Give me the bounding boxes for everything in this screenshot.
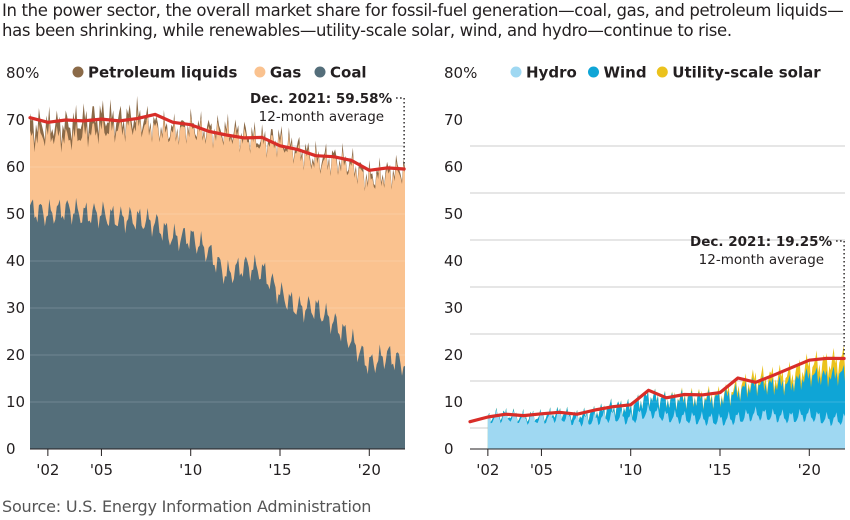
y-tick-label: 0 <box>444 440 454 458</box>
average-line <box>468 356 846 424</box>
area-coal <box>30 197 405 449</box>
y-tick-label: 30 <box>6 299 25 317</box>
y-tick-label: 40 <box>444 252 463 270</box>
title-line-1: In the power sector, the overall market … <box>2 1 844 20</box>
y-tick-label: 40 <box>6 252 25 270</box>
y-tick-label: 80% <box>444 64 477 82</box>
x-tick-label: '15 <box>268 461 291 479</box>
x-tick-label: '20 <box>798 461 821 479</box>
title-line-2: has been shrinking, while renewables—uti… <box>2 21 732 40</box>
annotation-value: Dec. 2021: 59.58% <box>250 91 393 107</box>
chart-panel-1: 80% 70 60 50 40 30 20 10 0 '02 '05 '10 '15 '20 Petrole… <box>6 64 406 479</box>
legend-swatch <box>510 66 522 78</box>
y-tick-label: 80% <box>6 64 39 82</box>
y-tick-label: 10 <box>6 393 25 411</box>
y-tick-label: 20 <box>6 346 25 364</box>
x-tick-label: '15 <box>708 461 731 479</box>
chart-panel-2: 80% 70 60 50 40 30 20 10 0 '02 '05 '10 '15 '20 Hydro Wi… <box>444 64 846 479</box>
legend-label: Gas <box>270 64 301 82</box>
annotation-value: Dec. 2021: 19.25% <box>690 234 833 250</box>
y-tick-label: 10 <box>444 393 463 411</box>
average-line <box>28 112 406 172</box>
y-tick-label: 60 <box>444 158 463 176</box>
legend-label: Wind <box>604 64 647 82</box>
legend-label: Coal <box>330 64 367 82</box>
legend-label: Utility-scale solar <box>672 64 821 82</box>
source-note: Source: U.S. Energy Information Administ… <box>2 497 372 516</box>
x-tick-label: '05 <box>90 461 113 479</box>
annotation-sublabel: 12-month average <box>699 252 824 268</box>
legend-swatch <box>254 66 266 78</box>
y-tick-label: 50 <box>444 205 463 223</box>
legend-swatch <box>656 66 668 78</box>
annotation-sublabel: 12-month average <box>259 109 384 125</box>
x-tick-label: '10 <box>619 461 642 479</box>
y-tick-label: 70 <box>444 111 463 129</box>
y-tick-label: 30 <box>444 299 463 317</box>
x-tick-label: '10 <box>179 461 202 479</box>
x-tick-label: '05 <box>530 461 553 479</box>
y-tick-label: 0 <box>6 440 16 458</box>
legend-swatch <box>314 66 326 78</box>
legend-swatch <box>588 66 599 78</box>
x-tick-label: '20 <box>358 461 381 479</box>
legend-swatch <box>72 66 84 78</box>
y-tick-label: 70 <box>6 111 25 129</box>
legend-label: Petroleum liquids <box>88 64 237 82</box>
y-tick-label: 20 <box>444 346 463 364</box>
x-tick-label: '02 <box>36 461 59 479</box>
y-tick-label: 50 <box>6 205 25 223</box>
legend-label: Hydro <box>526 64 577 82</box>
x-tick-label: '02 <box>476 461 499 479</box>
chart-title: In the power sector, the overall market … <box>2 1 848 41</box>
y-tick-label: 60 <box>6 158 25 176</box>
